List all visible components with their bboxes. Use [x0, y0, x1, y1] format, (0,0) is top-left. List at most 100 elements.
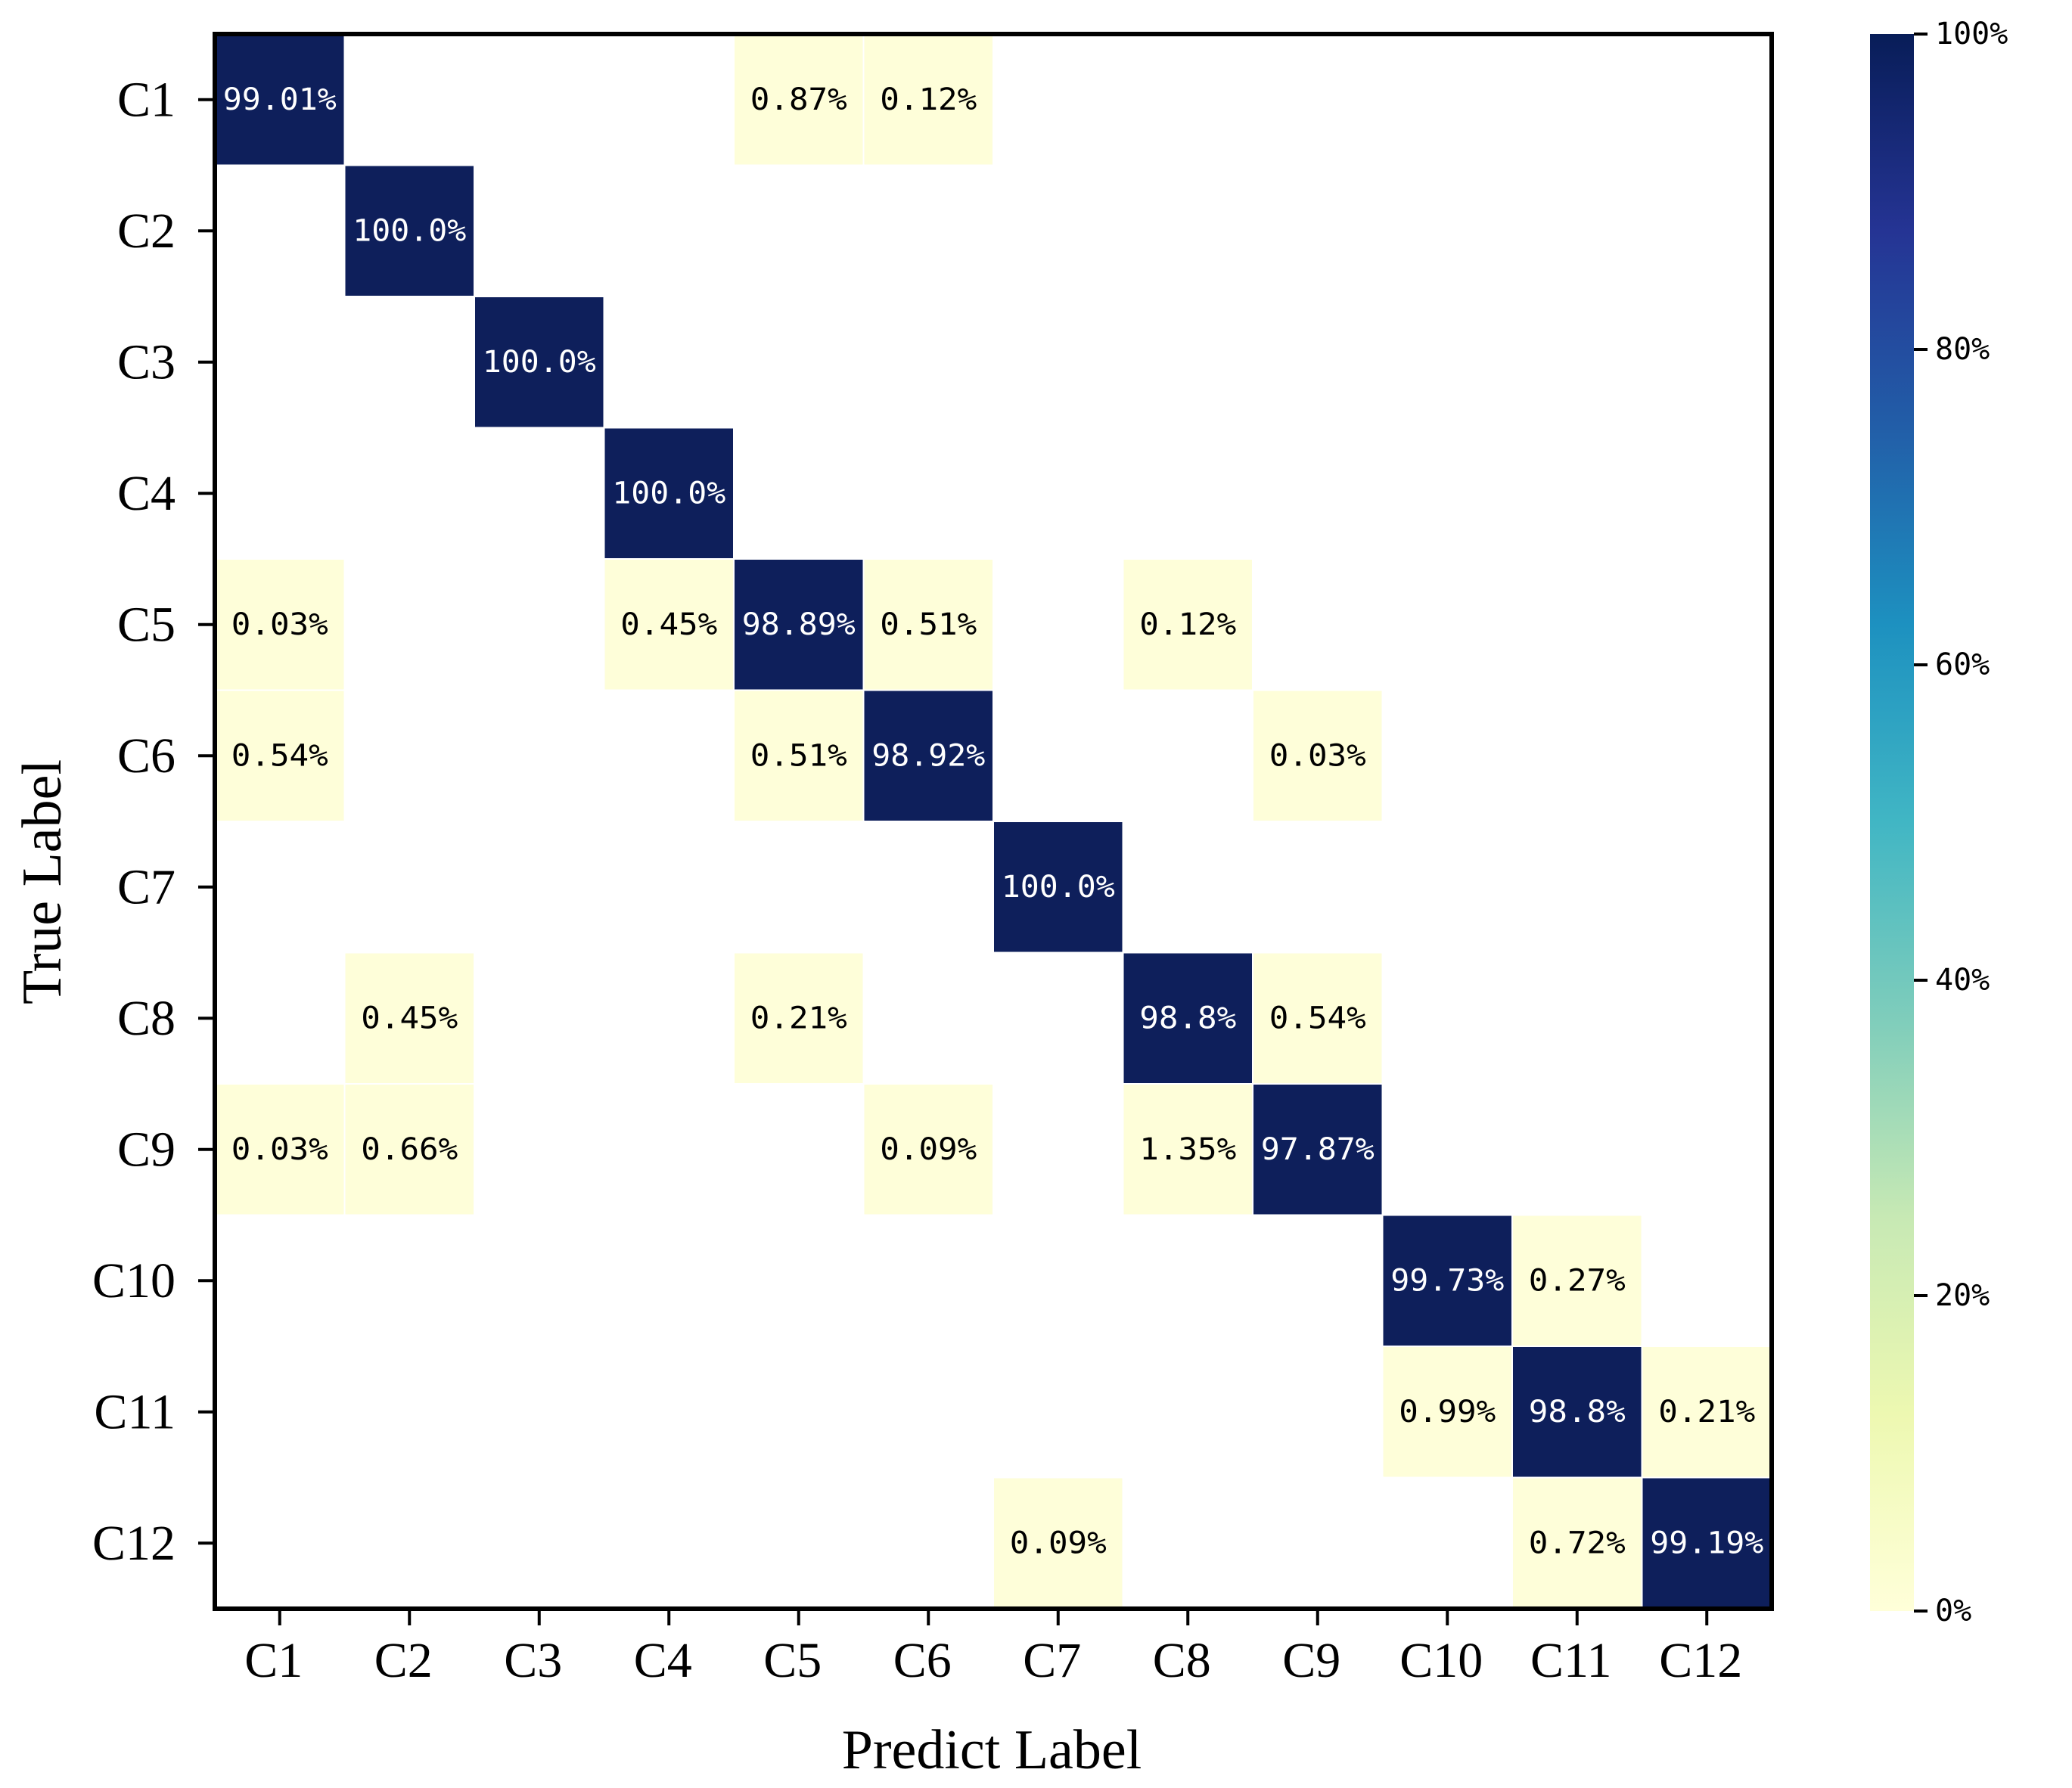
heatmap-cell — [1641, 427, 1772, 560]
heatmap-cell — [1511, 1346, 1643, 1479]
heatmap-cell — [733, 164, 865, 297]
heatmap-cell — [733, 951, 865, 1085]
y-tick-label: C1 — [117, 72, 176, 127]
heatmap-cell — [343, 558, 475, 691]
heatmap-cell — [603, 1476, 735, 1610]
heatmap-cell — [993, 1214, 1124, 1347]
heatmap-cell — [343, 951, 475, 1085]
x-tick-label: C7 — [1023, 1633, 1081, 1688]
heatmap-cell — [603, 1214, 735, 1347]
heatmap-cell — [214, 821, 346, 954]
y-axis-title: True Label — [11, 759, 73, 1004]
heatmap-cell — [474, 689, 605, 822]
heatmap-cell — [343, 689, 475, 822]
colorbar-tick-label: 40% — [1935, 963, 1990, 998]
x-axis: C1 C2 C3 C4 C5 C6 C7 C8 C9 C10 C11 C12 — [244, 1609, 1742, 1688]
heatmap-cell — [862, 689, 994, 822]
heatmap-cell — [603, 296, 735, 429]
heatmap-cell — [603, 558, 735, 691]
y-tick-label: C11 — [94, 1384, 176, 1439]
heatmap-cell — [993, 296, 1124, 429]
heatmap-cell — [214, 1476, 346, 1610]
heatmap-cell — [214, 689, 346, 822]
heatmap-cell — [1641, 164, 1772, 297]
cell-value-label: 99.73% — [1390, 1263, 1504, 1298]
heatmap-cell — [474, 558, 605, 691]
heatmap-cell — [214, 951, 346, 1085]
heatmap-cell — [733, 1346, 865, 1479]
heatmap-cell — [1122, 689, 1253, 822]
heatmap-cell — [993, 1476, 1124, 1610]
heatmap-cell — [343, 427, 475, 560]
heatmap-cell — [1252, 821, 1384, 954]
heatmap-cell — [1511, 1214, 1643, 1347]
heatmap-cell — [862, 1214, 994, 1347]
heatmap-cell — [474, 164, 605, 297]
heatmap-cell — [993, 164, 1124, 297]
cell-value-label: 0.51% — [880, 607, 977, 642]
cell-value-label: 0.03% — [1269, 738, 1366, 773]
heatmap-cell — [1511, 821, 1643, 954]
heatmap-cell — [1252, 1214, 1384, 1347]
heatmap-cell — [1252, 951, 1384, 1085]
heatmap-cell — [862, 296, 994, 429]
heatmap-cell — [1381, 427, 1513, 560]
cell-value-label: 0.03% — [231, 1132, 328, 1167]
cell-value-label: 0.54% — [231, 738, 328, 773]
cell-value-label: 97.87% — [1261, 1132, 1375, 1167]
heatmap-cell — [1511, 1083, 1643, 1216]
heatmap-cell — [733, 427, 865, 560]
heatmap-cell — [1122, 1214, 1253, 1347]
heatmap-cell — [862, 164, 994, 297]
heatmap-cell — [1381, 558, 1513, 691]
cell-value-label: 0.09% — [880, 1132, 977, 1167]
heatmap-cell — [1641, 558, 1772, 691]
heatmap-cell — [1641, 821, 1772, 954]
cell-value-label: 98.8% — [1529, 1395, 1626, 1429]
heatmap-cell — [603, 164, 735, 297]
cell-value-labels: 99.01% 0.87% 0.12% 100.0% 100.0% 100.0% 0.03% 0… — [223, 82, 1764, 1561]
heatmap-cell — [474, 1346, 605, 1479]
heatmap-cell — [343, 33, 475, 166]
x-tick-label: C2 — [374, 1633, 433, 1688]
heatmap-cell — [1252, 427, 1384, 560]
y-tick-label: C10 — [92, 1253, 176, 1308]
y-tick-label: C5 — [117, 597, 176, 652]
heatmap-cell — [603, 951, 735, 1085]
heatmap-cell — [993, 1346, 1124, 1479]
x-axis-title: Predict Label — [842, 1719, 1142, 1781]
heatmap-cell — [993, 1083, 1124, 1216]
heatmap-cell — [474, 1083, 605, 1216]
heatmap-cell — [474, 951, 605, 1085]
heatmap-cell — [1511, 427, 1643, 560]
heatmap-cell — [343, 1476, 475, 1610]
cell-value-label: 0.51% — [750, 738, 847, 773]
heatmap-cell — [1641, 689, 1772, 822]
heatmap-cell — [1511, 33, 1643, 166]
heatmap-cell — [1381, 821, 1513, 954]
cell-value-label: 98.8% — [1139, 1001, 1236, 1035]
heatmap-cell — [603, 821, 735, 954]
cell-value-label: 0.45% — [361, 1001, 458, 1035]
colorbar-tick-label: 60% — [1935, 647, 1990, 682]
heatmap-cell — [862, 821, 994, 954]
cell-value-label: 1.35% — [1139, 1132, 1236, 1167]
heatmap-cell — [474, 296, 605, 429]
cell-value-label: 99.19% — [1650, 1526, 1763, 1560]
heatmap-cell — [1641, 33, 1772, 166]
y-tick-label: C9 — [117, 1122, 176, 1177]
cell-value-label: 0.21% — [750, 1001, 847, 1035]
heatmap-cell — [993, 427, 1124, 560]
cell-value-label: 0.09% — [1010, 1526, 1107, 1560]
heatmap-cell — [603, 1346, 735, 1479]
heatmap-cell — [1381, 164, 1513, 297]
heatmap-cell — [603, 427, 735, 560]
heatmap-cell — [1511, 951, 1643, 1085]
heatmap-cell — [733, 1083, 865, 1216]
heatmap-cell — [343, 1083, 475, 1216]
heatmap-cell — [343, 1346, 475, 1479]
heatmap-cell — [1252, 164, 1384, 297]
colorbar-gradient — [1870, 34, 1914, 1611]
heatmap-cell — [1381, 1346, 1513, 1479]
x-tick-label: C9 — [1282, 1633, 1340, 1688]
